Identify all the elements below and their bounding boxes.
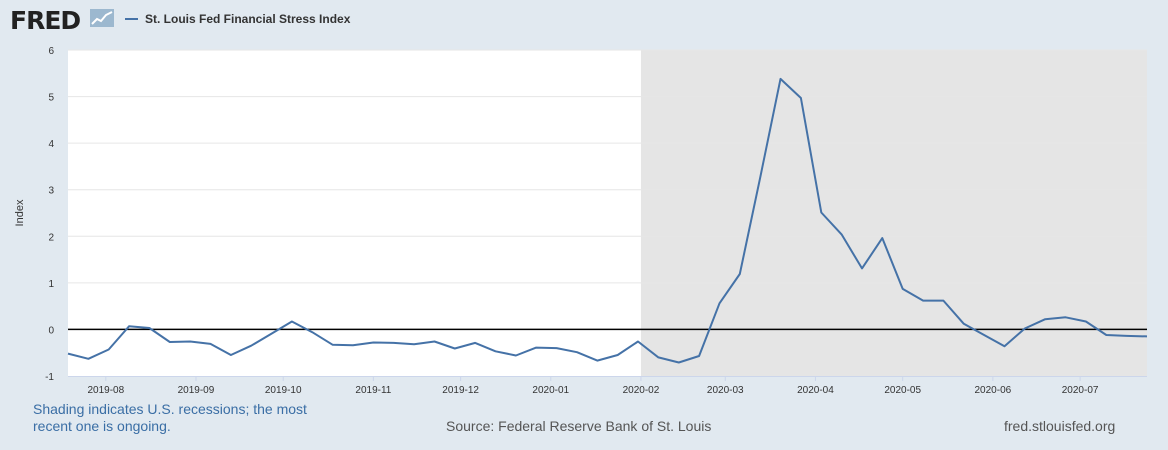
x-tick-label: 2020-04: [797, 385, 834, 396]
y-axis-ticks: -1 0 1 2 3 4 5 6: [45, 46, 54, 383]
x-tick-label: 2019-09: [178, 385, 215, 396]
chart-header: FRED St. Louis Fed Financial Stress Inde…: [0, 0, 1168, 40]
y-tick-label: 6: [48, 46, 54, 57]
x-tick-label: 2020-07: [1062, 385, 1099, 396]
y-axis-title: Index: [14, 199, 26, 226]
x-tick-label: 2019-08: [87, 385, 124, 396]
y-tick-label: 2: [48, 232, 54, 243]
y-tick-label: 1: [48, 279, 54, 290]
y-tick-label: -1: [45, 372, 54, 383]
x-tick-label: 2019-10: [265, 385, 302, 396]
recession-shading: [640, 50, 1147, 376]
y-tick-label: 0: [48, 325, 54, 336]
y-tick-label: 4: [48, 139, 54, 150]
fred-logo[interactable]: FRED: [10, 6, 81, 35]
source-note: Source: Federal Reserve Bank of St. Loui…: [446, 418, 712, 434]
legend[interactable]: St. Louis Fed Financial Stress Index: [125, 12, 350, 26]
x-axis-ticks: 2019-08 2019-09 2019-10 2019-11 2019-12 2020-…: [68, 376, 1147, 396]
fred-graph-logo-icon: [90, 9, 114, 27]
y-tick-label: 3: [48, 186, 54, 197]
recession-footnote: Shading indicates U.S. recessions; the m…: [33, 401, 307, 434]
x-tick-label: 2020-03: [707, 385, 744, 396]
gridlines: [68, 49, 1147, 284]
y-tick-label: 5: [48, 93, 54, 104]
series-line[interactable]: [67, 77, 1148, 364]
x-tick-label: 2020-01: [532, 385, 569, 396]
x-tick-label: 2020-06: [975, 385, 1012, 396]
x-tick-label: 2020-05: [884, 385, 921, 396]
site-link[interactable]: fred.stlouisfed.org: [1004, 418, 1116, 434]
legend-label: St. Louis Fed Financial Stress Index: [145, 12, 351, 26]
x-tick-label: 2019-12: [442, 385, 479, 396]
x-tick-label: 2020-02: [623, 385, 660, 396]
legend-swatch: [125, 18, 138, 20]
x-tick-label: 2019-11: [355, 385, 391, 396]
